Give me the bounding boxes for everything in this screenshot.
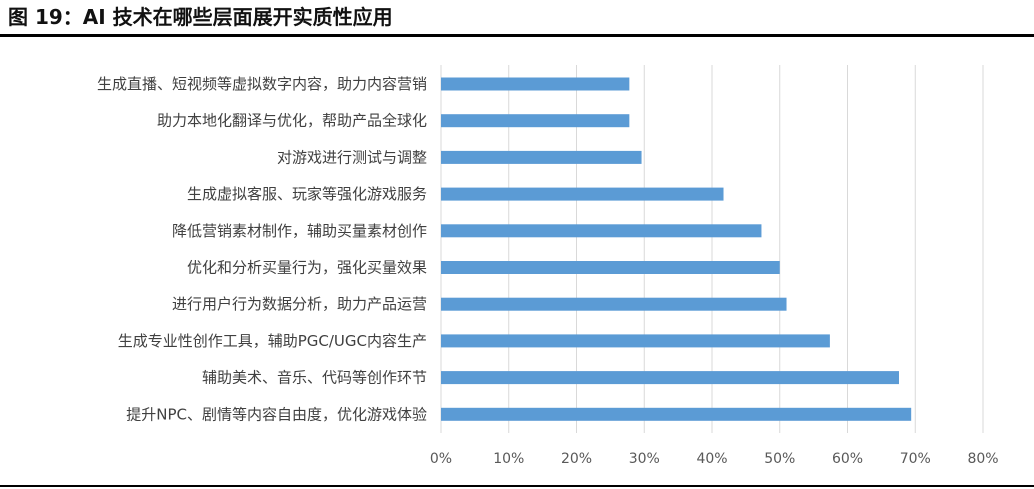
bars: [441, 77, 912, 421]
bar: [441, 334, 830, 348]
figure-title: 图 19：AI 技术在哪些层面展开实质性应用: [8, 5, 393, 29]
bar-chart: 生成直播、短视频等虚拟数字内容，助力内容营销助力本地化翻译与优化，帮助产品全球化…: [97, 65, 999, 467]
x-tick-label: 20%: [561, 451, 592, 467]
x-tick-label: 70%: [900, 451, 931, 467]
category-label: 对游戏进行测试与调整: [277, 148, 427, 166]
category-label: 生成虚拟客服、玩家等强化游戏服务: [187, 185, 427, 203]
category-label: 降低营销素材制作，辅助买量素材创作: [172, 222, 427, 240]
bar: [441, 224, 762, 238]
category-label: 生成直播、短视频等虚拟数字内容，助力内容营销: [97, 75, 427, 93]
bar: [441, 77, 630, 91]
x-tick-label: 50%: [764, 451, 795, 467]
bar: [441, 371, 899, 385]
category-label: 助力本地化翻译与优化，帮助产品全球化: [157, 112, 427, 130]
top-rule: [0, 34, 1034, 37]
x-tick-label: 40%: [696, 451, 727, 467]
bar: [441, 150, 642, 164]
category-label: 进行用户行为数据分析，助力产品运营: [172, 295, 427, 313]
x-tick-label: 60%: [832, 451, 863, 467]
bar: [441, 261, 780, 274]
x-tick-label: 0%: [430, 451, 452, 467]
x-tick-label: 30%: [629, 451, 660, 467]
category-label: 辅助美术、音乐、代码等创作环节: [202, 369, 427, 387]
x-tick-labels: 0% 10% 20% 30% 40% 50% 60% 70% 80%: [430, 451, 999, 467]
bar: [441, 114, 630, 128]
category-label: 提升NPC、剧情等内容自由度，优化游戏体验: [126, 405, 427, 423]
x-tick-label: 80%: [967, 451, 998, 467]
category-label: 生成专业性创作工具，辅助PGC/UGC内容生产: [118, 332, 427, 350]
bar: [441, 407, 912, 421]
bar: [441, 297, 787, 311]
x-tick-label: 10%: [493, 451, 524, 467]
bar: [441, 187, 724, 201]
bottom-rule: [0, 485, 1034, 487]
category-labels: 生成直播、短视频等虚拟数字内容，助力内容营销助力本地化翻译与优化，帮助产品全球化…: [97, 75, 427, 423]
category-label: 优化和分析买量行为，强化买量效果: [187, 259, 427, 277]
